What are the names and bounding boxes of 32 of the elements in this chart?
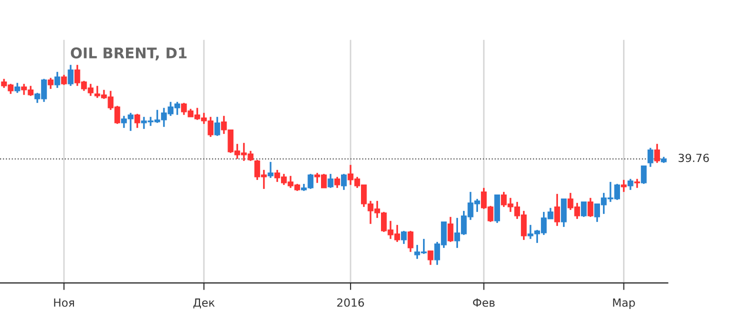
candlestick — [54, 71, 60, 89]
x-tick-label: Фев — [473, 298, 495, 307]
candlestick — [408, 230, 414, 253]
text: 39.76 — [678, 154, 709, 162]
chart-title: OIL BRENT, D1 — [70, 47, 187, 60]
candlestick — [580, 201, 587, 218]
candlestick — [340, 173, 347, 191]
x-tick-label: Дек — [193, 298, 215, 308]
candlestick — [554, 193, 560, 227]
x-tick-label: Мар — [613, 298, 635, 309]
x-tick-label: Ноя — [54, 298, 74, 307]
candlestick — [428, 250, 434, 266]
candlestick — [400, 230, 407, 245]
candlestick — [560, 198, 567, 228]
candlestick — [48, 77, 54, 90]
candlestick — [328, 173, 334, 189]
candlestick — [214, 116, 220, 137]
candlestick — [61, 74, 67, 86]
candlestick — [68, 64, 74, 87]
candlestick — [134, 113, 140, 129]
candlestick — [448, 216, 454, 243]
x-tick-label: 2016 — [337, 298, 364, 307]
candlestick — [628, 178, 634, 191]
candlestick — [654, 143, 660, 164]
candlestick — [640, 165, 647, 185]
candlestick — [634, 178, 640, 189]
candlestick — [14, 82, 20, 94]
candlestick — [334, 176, 340, 189]
candlestick — [588, 197, 594, 218]
candlestick — [620, 179, 627, 193]
candlestick — [648, 147, 654, 168]
candlestick — [268, 161, 274, 179]
